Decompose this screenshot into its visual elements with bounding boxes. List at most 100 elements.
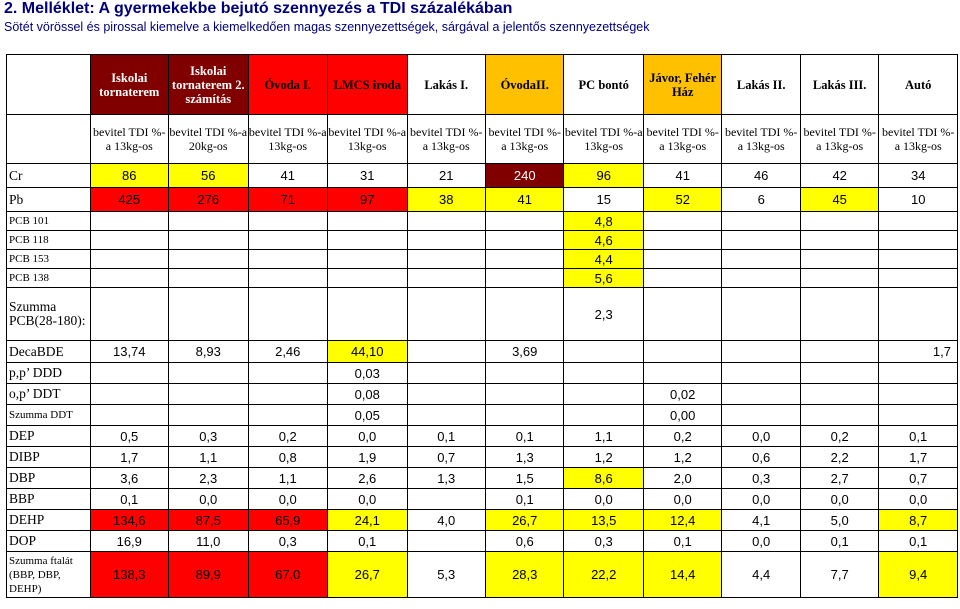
empty-cell <box>406 287 486 341</box>
empty-cell <box>89 268 170 288</box>
value-cell: 0,1 <box>484 425 565 447</box>
value-cell: 0,3 <box>563 530 644 552</box>
value-cell: 1,1 <box>168 446 249 468</box>
empty-cell <box>563 404 644 426</box>
row-pb: Pb 425 276 71 97 38 41 15 52 6 45 10 <box>6 187 958 212</box>
empty-cell <box>563 362 644 384</box>
value-cell: 8,7 <box>878 509 958 531</box>
value-cell: 4,6 <box>563 230 644 250</box>
value-cell: 0,3 <box>168 425 249 447</box>
value-cell: 0,0 <box>563 488 644 510</box>
value-cell: 0,1 <box>878 530 958 552</box>
basis-cell: bevitel TDI %-a 13kg-os <box>563 114 644 164</box>
value-cell: 0,0 <box>642 488 723 510</box>
basis-cell: bevitel TDI %-a 13kg-os <box>721 114 801 164</box>
row-bbp: BBP 0,1 0,0 0,0 0,0 0,1 0,0 0,0 0,0 0,0 … <box>6 488 958 510</box>
value-cell: 0,1 <box>89 488 170 510</box>
empty-cell <box>563 383 644 405</box>
empty-cell <box>878 404 958 426</box>
empty-cell <box>327 287 408 341</box>
empty-cell <box>89 287 170 341</box>
empty-cell <box>484 362 565 384</box>
empty-cell <box>799 340 880 363</box>
col-header-lakas-2: Lakás II. <box>721 54 801 115</box>
value-cell: 2,7 <box>799 467 880 489</box>
value-cell: 425 <box>89 187 170 212</box>
value-cell: 67,0 <box>247 551 328 598</box>
row-label: Szumma ftalát (BBP, DBP, DEHP) <box>6 551 91 598</box>
value-cell: 7,7 <box>799 551 880 598</box>
basis-cell: bevitel TDI %-a 13kg-os <box>642 114 723 164</box>
column-header-row: Iskolai tornaterem Iskolai tornaterem 2.… <box>6 54 958 115</box>
empty-cell <box>799 211 880 231</box>
empty-cell <box>799 230 880 250</box>
empty-cell <box>721 211 801 231</box>
value-cell: 0,0 <box>721 488 801 510</box>
value-cell: 0,0 <box>799 488 880 510</box>
empty-cell <box>799 268 880 288</box>
value-cell: 87,5 <box>168 509 249 531</box>
empty-cell <box>799 287 880 341</box>
value-cell: 1,9 <box>327 446 408 468</box>
value-cell: 134,6 <box>89 509 170 531</box>
row-label: PCB 118 <box>6 230 91 250</box>
value-cell: 86 <box>89 163 170 188</box>
row-label: Pb <box>6 187 91 212</box>
value-cell: 14,4 <box>642 551 723 598</box>
value-cell: 5,3 <box>406 551 486 598</box>
value-cell: 3,69 <box>484 340 565 363</box>
value-cell: 42 <box>799 163 880 188</box>
value-cell: 34 <box>878 163 958 188</box>
value-cell: 0,6 <box>484 530 565 552</box>
row-label: PCB 138 <box>6 268 91 288</box>
value-cell: 0,0 <box>247 488 328 510</box>
value-cell: 2,6 <box>327 467 408 489</box>
col-header-iskolai-tornaterem: Iskolai tornaterem <box>89 54 170 115</box>
value-cell: 15 <box>563 187 644 212</box>
value-cell: 0,5 <box>89 425 170 447</box>
value-cell: 5,6 <box>563 268 644 288</box>
empty-cell <box>168 211 249 231</box>
empty-cell <box>484 249 565 269</box>
empty-cell <box>878 230 958 250</box>
row-label: DIBP <box>6 446 91 468</box>
empty-cell <box>406 249 486 269</box>
value-cell: 0,2 <box>799 425 880 447</box>
empty-cell <box>642 230 723 250</box>
empty-cell <box>878 211 958 231</box>
value-cell: 8,6 <box>563 467 644 489</box>
row-label: Cr <box>6 163 91 188</box>
value-cell: 4,0 <box>406 509 486 531</box>
row-ftalat-sum: Szumma ftalát (BBP, DBP, DEHP) 138,3 89,… <box>6 551 958 598</box>
value-cell: 0,1 <box>878 425 958 447</box>
value-cell: 56 <box>168 163 249 188</box>
value-cell: 4,8 <box>563 211 644 231</box>
col-header-iskolai-tornaterem-2: Iskolai tornaterem 2. számítás <box>168 54 249 115</box>
basis-row: bevitel TDI %-a 13kg-os bevitel TDI %-a … <box>6 114 958 164</box>
basis-cell: bevitel TDI %-a 13kg-os <box>484 114 565 164</box>
value-cell: 46 <box>721 163 801 188</box>
empty-cell <box>168 230 249 250</box>
value-cell: 0,1 <box>406 425 486 447</box>
value-cell: 2,3 <box>563 287 644 341</box>
value-cell: 0,1 <box>642 530 723 552</box>
value-cell: 1,1 <box>563 425 644 447</box>
value-cell: 0,0 <box>168 488 249 510</box>
empty-cell <box>721 404 801 426</box>
empty-cell <box>406 383 486 405</box>
value-cell: 5,0 <box>799 509 880 531</box>
value-cell: 26,7 <box>327 551 408 598</box>
value-cell: 11,0 <box>168 530 249 552</box>
empty-cell <box>247 383 328 405</box>
empty-cell <box>406 211 486 231</box>
empty-cell <box>799 383 880 405</box>
col-header-ovoda-2: ÓvodaII. <box>484 54 565 115</box>
value-cell: 0,02 <box>642 383 723 405</box>
row-label: PCB 101 <box>6 211 91 231</box>
col-header-lmcs-iroda: LMCS iroda <box>327 54 408 115</box>
basis-cell: bevitel TDI %-a 13kg-os <box>406 114 486 164</box>
empty-cell <box>247 287 328 341</box>
value-cell: 1,5 <box>484 467 565 489</box>
row-ddt-sum: Szumma DDT 0,05 0,00 <box>6 404 958 426</box>
empty-cell <box>642 287 723 341</box>
